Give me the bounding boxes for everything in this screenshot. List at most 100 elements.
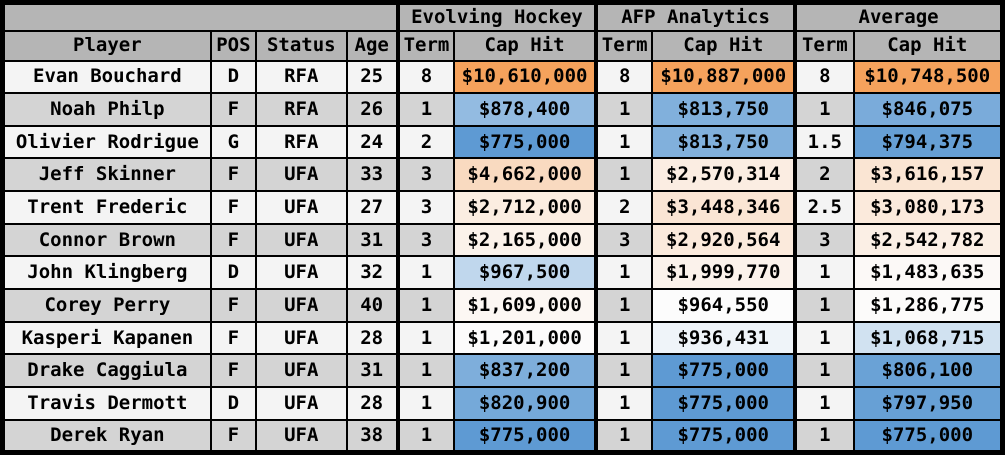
column-header-afp-term: Term bbox=[593, 29, 654, 62]
eh-cap-hit-value: $775,000 bbox=[453, 124, 597, 160]
age-value: 25 bbox=[345, 59, 399, 95]
avg-cap-hit-value: $1,286,775 bbox=[852, 288, 1004, 323]
afp-term-value: 1 bbox=[593, 386, 654, 421]
avg-cap-hit-value: $1,483,635 bbox=[852, 255, 1004, 291]
player-name: Jeff Skinner bbox=[1, 157, 212, 193]
status-value: UFA bbox=[255, 386, 348, 421]
position-value: D bbox=[209, 386, 258, 421]
avg-cap-hit-value: $806,100 bbox=[852, 353, 1004, 389]
afp-cap-hit-value: $2,920,564 bbox=[651, 222, 797, 258]
afp-cap-hit-value: $775,000 bbox=[651, 353, 797, 389]
position-value: F bbox=[209, 222, 258, 258]
afp-cap-hit-value: $964,550 bbox=[651, 288, 797, 323]
eh-term-value: 3 bbox=[395, 157, 456, 193]
status-value: UFA bbox=[255, 353, 348, 389]
afp-term-value: 8 bbox=[593, 59, 654, 95]
table-row: Evan Bouchard D RFA 25 8 $10,610,000 8 $10,887,… bbox=[1, 59, 1004, 95]
player-name: Noah Philp bbox=[1, 92, 212, 127]
status-value: UFA bbox=[255, 157, 348, 193]
column-header-eh-cap-hit: Cap Hit bbox=[453, 29, 597, 62]
position-value: G bbox=[209, 124, 258, 160]
status-value: RFA bbox=[255, 124, 348, 160]
player-name: Kasperi Kapanen bbox=[1, 320, 212, 356]
age-value: 31 bbox=[345, 222, 399, 258]
avg-term-value: 1.5 bbox=[793, 124, 855, 160]
afp-cap-hit-value: $936,431 bbox=[651, 320, 797, 356]
player-name: Olivier Rodrigue bbox=[1, 124, 212, 160]
avg-cap-hit-value: $794,375 bbox=[852, 124, 1004, 160]
player-name: Corey Perry bbox=[1, 288, 212, 323]
eh-cap-hit-value: $1,609,000 bbox=[453, 288, 597, 323]
column-header-avg-cap-hit: Cap Hit bbox=[852, 29, 1004, 62]
eh-cap-hit-value: $2,165,000 bbox=[453, 222, 597, 258]
eh-cap-hit-value: $967,500 bbox=[453, 255, 597, 291]
afp-term-value: 1 bbox=[593, 353, 654, 389]
avg-cap-hit-value: $846,075 bbox=[852, 92, 1004, 127]
player-name: Travis Dermott bbox=[1, 386, 212, 421]
avg-cap-hit-value: $1,068,715 bbox=[852, 320, 1004, 356]
eh-cap-hit-value: $775,000 bbox=[453, 418, 597, 454]
afp-term-value: 1 bbox=[593, 157, 654, 193]
avg-cap-hit-value: $10,748,500 bbox=[852, 59, 1004, 95]
avg-cap-hit-value: $3,616,157 bbox=[852, 157, 1004, 193]
player-name: Derek Ryan bbox=[1, 418, 212, 454]
afp-term-value: 1 bbox=[593, 418, 654, 454]
avg-term-value: 1 bbox=[793, 418, 855, 454]
age-value: 38 bbox=[345, 418, 399, 454]
table-row: Jeff Skinner F UFA 33 3 $4,662,000 1 $2,570,314… bbox=[1, 157, 1004, 193]
table-row: Noah Philp F RFA 26 1 $878,400 1 $813,750 1 $846,… bbox=[1, 92, 1004, 127]
afp-term-value: 2 bbox=[593, 190, 654, 225]
afp-term-value: 1 bbox=[593, 124, 654, 160]
avg-cap-hit-value: $2,542,782 bbox=[852, 222, 1004, 258]
position-value: D bbox=[209, 255, 258, 291]
column-header-row: Player POS Status Age Term Cap Hit Term … bbox=[1, 29, 1004, 62]
afp-cap-hit-value: $1,999,770 bbox=[651, 255, 797, 291]
column-header-eh-term: Term bbox=[395, 29, 456, 62]
player-name: John Klingberg bbox=[1, 255, 212, 291]
column-header-avg-term: Term bbox=[793, 29, 855, 62]
eh-term-value: 1 bbox=[395, 353, 456, 389]
position-value: F bbox=[209, 92, 258, 127]
afp-cap-hit-value: $2,570,314 bbox=[651, 157, 797, 193]
avg-term-value: 1 bbox=[793, 92, 855, 127]
column-header-afp-cap-hit: Cap Hit bbox=[651, 29, 797, 62]
afp-term-value: 1 bbox=[593, 288, 654, 323]
status-value: UFA bbox=[255, 190, 348, 225]
table-row: Derek Ryan F UFA 38 1 $775,000 1 $775,000 1 $775,… bbox=[1, 418, 1004, 454]
position-value: F bbox=[209, 418, 258, 454]
table-row: Olivier Rodrigue G RFA 24 2 $775,000 1 $813,750… bbox=[1, 124, 1004, 160]
eh-cap-hit-value: $4,662,000 bbox=[453, 157, 597, 193]
avg-term-value: 8 bbox=[793, 59, 855, 95]
age-value: 24 bbox=[345, 124, 399, 160]
avg-term-value: 2.5 bbox=[793, 190, 855, 225]
player-name: Connor Brown bbox=[1, 222, 212, 258]
afp-cap-hit-value: $775,000 bbox=[651, 418, 797, 454]
afp-cap-hit-value: $813,750 bbox=[651, 92, 797, 127]
position-value: F bbox=[209, 320, 258, 356]
age-value: 32 bbox=[345, 255, 399, 291]
afp-term-value: 1 bbox=[593, 320, 654, 356]
group-header-blank bbox=[1, 1, 399, 32]
column-header-pos: POS bbox=[209, 29, 258, 62]
avg-term-value: 3 bbox=[793, 222, 855, 258]
eh-cap-hit-value: $10,610,000 bbox=[453, 59, 597, 95]
afp-cap-hit-value: $813,750 bbox=[651, 124, 797, 160]
position-value: F bbox=[209, 157, 258, 193]
position-value: F bbox=[209, 190, 258, 225]
position-value: D bbox=[209, 59, 258, 95]
status-value: UFA bbox=[255, 320, 348, 356]
table-row: Trent Frederic F UFA 27 3 $2,712,000 2 $3,448,3… bbox=[1, 190, 1004, 225]
afp-cap-hit-value: $3,448,346 bbox=[651, 190, 797, 225]
avg-cap-hit-value: $797,950 bbox=[852, 386, 1004, 421]
age-value: 28 bbox=[345, 386, 399, 421]
avg-term-value: 1 bbox=[793, 288, 855, 323]
status-value: RFA bbox=[255, 92, 348, 127]
avg-cap-hit-value: $3,080,173 bbox=[852, 190, 1004, 225]
eh-term-value: 1 bbox=[395, 288, 456, 323]
eh-term-value: 3 bbox=[395, 190, 456, 225]
status-value: UFA bbox=[255, 222, 348, 258]
player-name: Drake Caggiula bbox=[1, 353, 212, 389]
eh-cap-hit-value: $837,200 bbox=[453, 353, 597, 389]
